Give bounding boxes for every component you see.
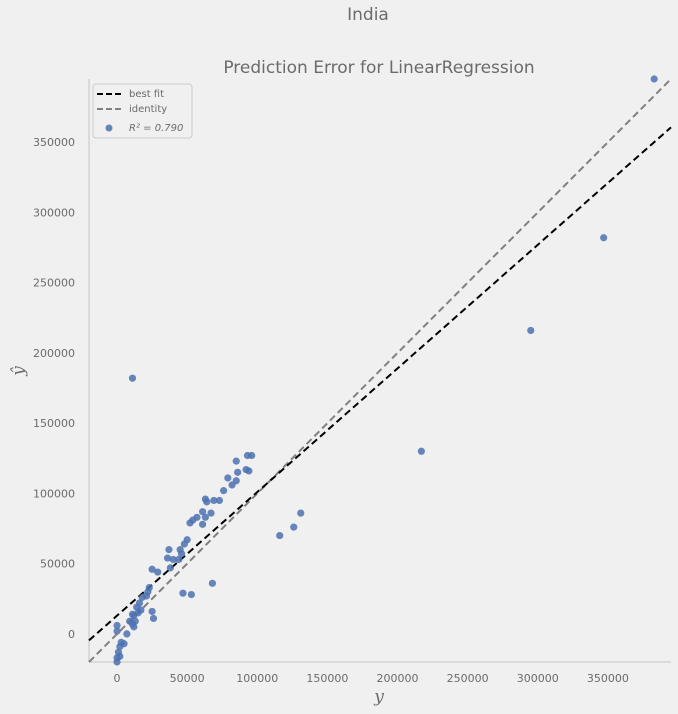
x-tick-label: 50000 — [170, 672, 205, 685]
y-tick-label: 0 — [68, 628, 75, 641]
data-point — [163, 554, 172, 562]
legend-box — [92, 83, 193, 139]
x-tick-label: 0 — [114, 672, 121, 685]
legend: best fit identity R² = 0.790 — [92, 83, 193, 139]
x-tick-label: 200000 — [377, 672, 419, 685]
data-point — [123, 630, 131, 638]
data-point — [276, 531, 284, 540]
data-points — [113, 75, 658, 666]
data-point — [198, 520, 207, 528]
data-point — [234, 468, 242, 476]
identity-line — [88, 78, 672, 663]
data-point — [203, 498, 211, 506]
y-tick-label: 350000 — [33, 136, 75, 149]
reference-lines — [88, 78, 672, 663]
x-tick-labels: 0 50000 100000 150000 200000 250000 300000 3500… — [114, 672, 629, 685]
data-point — [417, 447, 425, 455]
y-tick-label: 200000 — [33, 347, 75, 360]
x-tick-label: 150000 — [306, 672, 348, 685]
legend-best-fit-label: best fit — [129, 89, 164, 100]
x-tick-label: 300000 — [517, 672, 559, 685]
y-tick-label: 150000 — [33, 417, 75, 430]
y-tick-labels: 0 50000 100000 150000 200000 250000 300000 3500… — [33, 136, 75, 641]
data-point — [201, 513, 209, 521]
y-tick-label: 250000 — [33, 277, 75, 290]
data-point — [220, 487, 228, 495]
legend-identity-label: identity — [129, 104, 167, 115]
data-point — [169, 555, 177, 564]
x-tick-label: 250000 — [447, 672, 489, 685]
data-point — [130, 623, 138, 631]
data-point — [177, 550, 186, 558]
data-point — [210, 496, 218, 505]
data-point — [198, 508, 207, 516]
chart-suptitle: India — [347, 5, 389, 25]
data-point — [650, 75, 658, 83]
data-point — [179, 589, 187, 597]
data-point — [166, 564, 174, 572]
axes-frame — [88, 79, 671, 663]
data-point — [130, 612, 138, 620]
data-point — [208, 579, 217, 587]
data-point — [215, 496, 224, 505]
y-tick-label: 50000 — [40, 558, 75, 571]
data-point — [154, 568, 162, 576]
y-tick-label: 100000 — [33, 487, 75, 500]
data-point — [527, 326, 535, 335]
data-point — [128, 374, 137, 382]
data-point — [165, 546, 173, 554]
data-point — [207, 509, 215, 517]
data-point — [187, 590, 195, 599]
data-point — [232, 457, 240, 465]
data-point — [297, 509, 305, 517]
x-tick-label: 350000 — [587, 672, 629, 685]
data-point — [600, 234, 608, 242]
data-point — [175, 555, 183, 564]
data-point — [148, 565, 156, 573]
chart-title: Prediction Error for LinearRegression — [223, 58, 534, 78]
legend-r2-label: R² = 0.790 — [129, 123, 183, 134]
legend-marker-swatch — [105, 124, 113, 132]
data-point — [149, 614, 158, 623]
x-tick-label: 100000 — [236, 672, 278, 685]
data-point — [290, 523, 298, 531]
data-point — [113, 621, 121, 630]
data-point — [148, 607, 156, 616]
data-point — [180, 540, 188, 548]
data-point — [116, 652, 124, 660]
data-point — [116, 642, 124, 651]
y-tick-label: 300000 — [33, 206, 75, 219]
best-fit-line — [88, 126, 672, 642]
data-point — [243, 451, 252, 460]
data-point — [186, 519, 194, 527]
y-axis-label: ŷ — [9, 366, 29, 377]
x-axis-label: y — [373, 687, 384, 707]
data-point — [228, 481, 236, 489]
data-point — [224, 474, 232, 482]
data-point — [113, 627, 121, 635]
data-point — [138, 593, 146, 601]
data-point — [242, 465, 250, 474]
data-point — [113, 658, 121, 666]
